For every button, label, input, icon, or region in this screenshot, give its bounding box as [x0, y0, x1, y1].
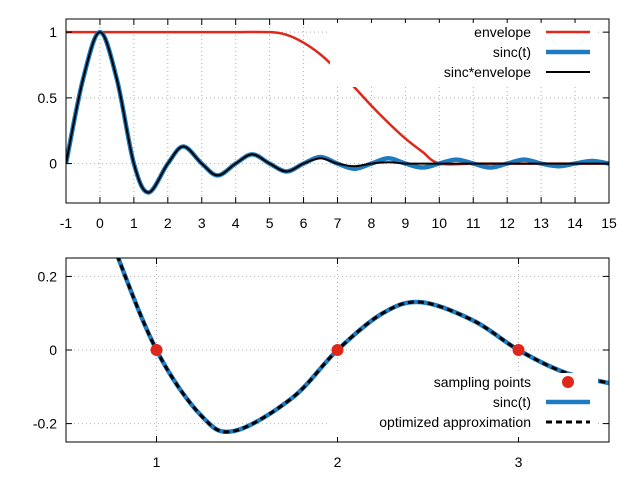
x-tick-label: 0 [96, 215, 104, 231]
bottom-panel: 1 2 3 -0.2 0 0.2 sampling points sinc(t) optimiz… [33, 257, 610, 470]
legend-marker [562, 376, 574, 388]
x-tick-label: 11 [466, 215, 481, 231]
x-tick-label: 10 [432, 215, 448, 231]
y-tick-label: 0 [49, 156, 57, 172]
x-tick-label: 3 [515, 454, 523, 470]
series-line-3 [66, 31, 609, 194]
y-tick-label: -0.2 [33, 416, 57, 432]
y-tick-label: 0.5 [38, 90, 58, 106]
sampling-point [512, 344, 525, 356]
legend-label: envelope [474, 24, 531, 40]
x-tick-label: 15 [601, 215, 617, 231]
x-tick-label: 12 [499, 215, 515, 231]
y-tick-label: 1 [49, 24, 57, 40]
x-tick-label: 8 [368, 215, 376, 231]
x-tick-label: 6 [300, 215, 308, 231]
legend-label: sinc(t) [493, 44, 531, 60]
legend-box [330, 373, 598, 437]
legend-label: sampling points [434, 374, 531, 390]
sampling-point [331, 344, 344, 356]
x-tick-label: 4 [232, 215, 240, 231]
x-tick-label: 3 [198, 215, 206, 231]
x-tick-label: 7 [334, 215, 342, 231]
legend-label: sinc*envelope [444, 64, 531, 80]
x-tick-label: -1 [60, 215, 73, 231]
x-tick-label: 1 [153, 454, 161, 470]
series-line-2 [116, 258, 609, 434]
legend-label: sinc(t) [493, 394, 531, 410]
legend-label: optimized approximation [379, 414, 531, 430]
y-tick-label: 0.2 [38, 268, 58, 284]
x-tick-label: 1 [130, 215, 138, 231]
sampling-point [150, 344, 163, 356]
x-tick-label: 5 [266, 215, 274, 231]
y-tick-label: 0 [49, 342, 57, 358]
x-tick-label: 9 [401, 215, 409, 231]
x-tick-label: 2 [334, 454, 342, 470]
x-tick-label: 2 [164, 215, 172, 231]
x-tick-label: 13 [533, 215, 549, 231]
legend-box [330, 23, 598, 87]
x-tick-label: 14 [567, 215, 583, 231]
